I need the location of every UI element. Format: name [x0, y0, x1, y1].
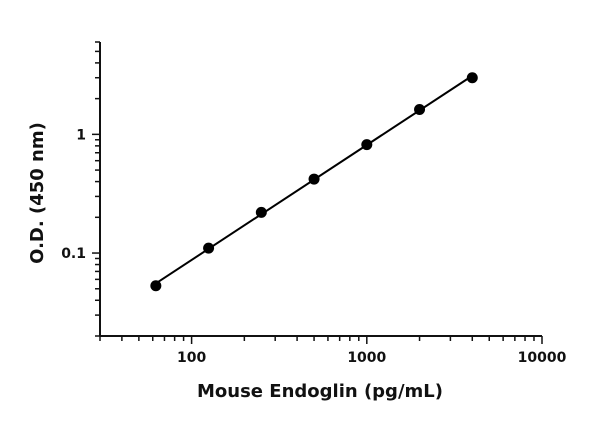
x-tick-label: 100: [177, 350, 206, 366]
data-point: [255, 206, 267, 218]
x-tick-label: 10000: [518, 350, 567, 366]
y-tick-label: 1: [76, 127, 86, 143]
data-point: [414, 103, 426, 115]
axes: 100 1000 10000 0.1 1: [61, 41, 567, 366]
data-point: [150, 280, 162, 292]
x-tick-label: 1000: [347, 350, 386, 366]
data-point: [361, 139, 373, 151]
y-tick-label: 0.1: [61, 246, 86, 262]
plot-area: [150, 72, 478, 292]
data-point: [308, 173, 320, 185]
x-axis-title: Mouse Endoglin (pg/mL): [197, 381, 443, 402]
data-point: [203, 242, 215, 254]
data-point: [466, 72, 478, 84]
y-axis-title: O.D. (450 nm): [27, 122, 48, 264]
